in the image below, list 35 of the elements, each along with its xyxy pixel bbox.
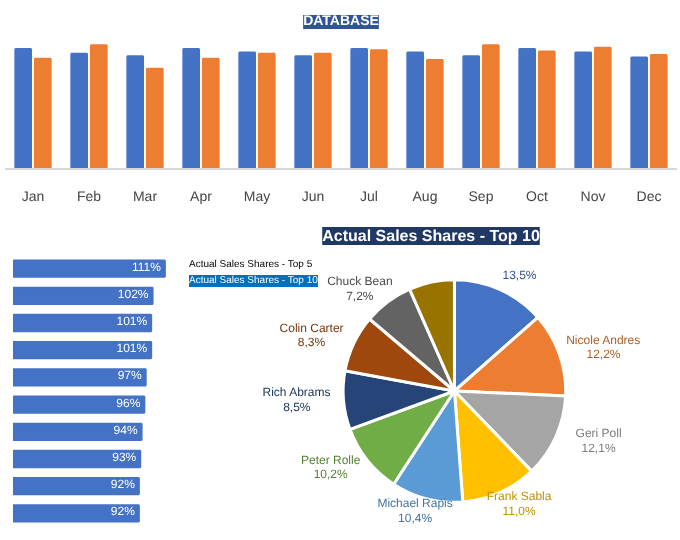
bar	[89, 44, 108, 169]
bar	[518, 47, 537, 169]
bar	[14, 47, 33, 169]
bar	[649, 54, 668, 169]
bar	[350, 47, 369, 169]
bar	[13, 313, 153, 333]
bar	[13, 286, 154, 305]
bar	[369, 49, 388, 169]
bar	[13, 477, 140, 496]
bar	[238, 51, 257, 169]
bar	[33, 57, 52, 169]
bar	[425, 59, 444, 169]
bar	[13, 422, 143, 441]
bar	[294, 55, 313, 169]
bar	[145, 67, 164, 169]
bar	[406, 51, 425, 169]
bar	[182, 47, 201, 169]
bar	[13, 368, 147, 387]
bar	[462, 55, 481, 169]
bar	[313, 52, 332, 169]
bar	[13, 449, 142, 469]
bar	[13, 504, 140, 523]
bar	[537, 50, 556, 169]
bar	[257, 52, 276, 169]
bar	[70, 52, 89, 169]
bar	[126, 55, 145, 169]
bar	[574, 51, 593, 169]
bar	[13, 259, 166, 278]
bar	[593, 46, 612, 169]
bar	[481, 44, 500, 169]
bar	[201, 57, 220, 169]
bar	[13, 341, 153, 360]
bar	[13, 395, 146, 414]
chart-title: Actual Sales Shares - Top 10	[322, 227, 541, 245]
bar	[630, 56, 649, 169]
